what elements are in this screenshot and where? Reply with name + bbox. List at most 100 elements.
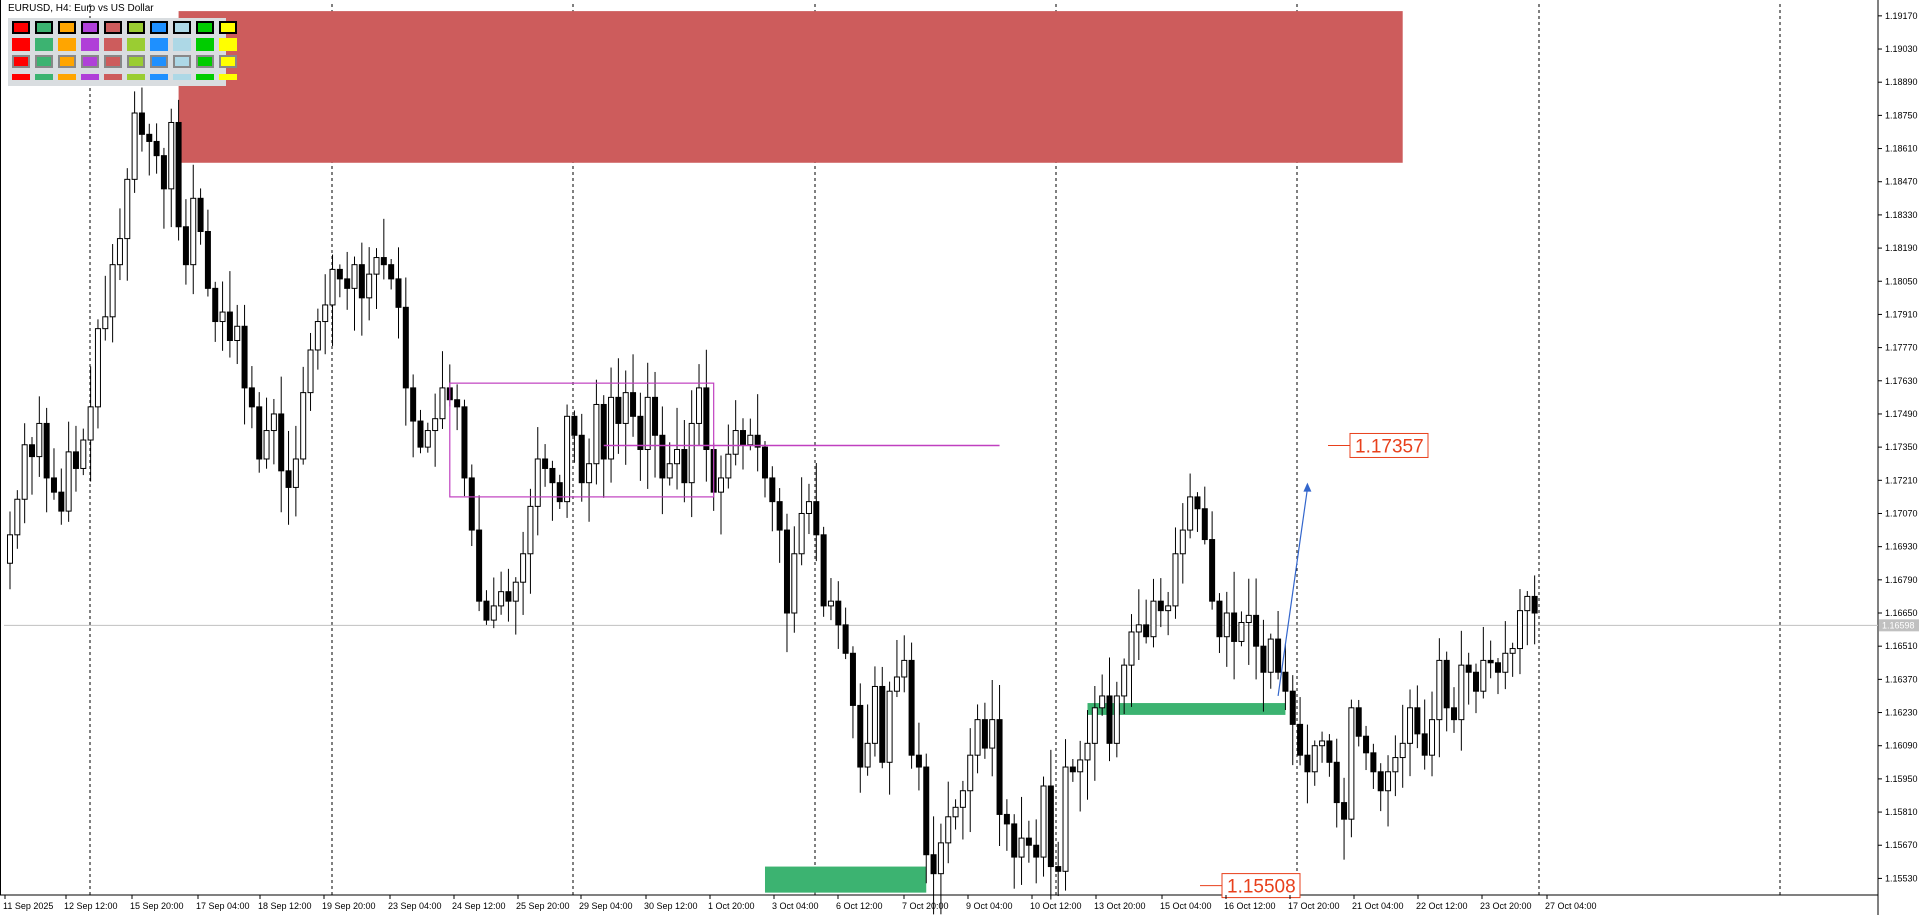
candle-body xyxy=(1187,496,1194,531)
candle-body xyxy=(586,463,593,484)
price-tick-label: 1.16790 xyxy=(1885,575,1918,585)
color-palette-panel[interactable] xyxy=(8,18,237,86)
palette-swatch[interactable] xyxy=(196,21,214,34)
palette-swatch[interactable] xyxy=(104,74,122,80)
palette-swatch[interactable] xyxy=(12,38,30,51)
projection-arrow-head xyxy=(1303,482,1312,492)
candle-body xyxy=(1018,837,1025,858)
palette-swatch[interactable] xyxy=(58,55,76,68)
candle-body xyxy=(1414,707,1421,735)
candle-body xyxy=(160,155,167,190)
price-tick-label: 1.16370 xyxy=(1885,674,1918,684)
palette-swatch[interactable] xyxy=(12,74,30,80)
price-tick-label: 1.17770 xyxy=(1885,343,1918,353)
palette-swatch[interactable] xyxy=(173,74,191,80)
price-axis[interactable]: 1.19170 1.19030 1.18890 1.18750 1.18610 1.184… xyxy=(1878,11,1919,884)
candle-body xyxy=(72,451,79,469)
candle-body xyxy=(754,434,761,448)
candle-body xyxy=(776,501,783,531)
time-axis[interactable]: 11 Sep 2025 12 Sep 12:00 15 Sep 20:00 17 Se… xyxy=(3,895,1597,911)
palette-row-4[interactable] xyxy=(12,74,237,80)
price-tick-label: 1.18890 xyxy=(1885,77,1918,87)
candle-body xyxy=(1436,659,1443,721)
candle-body xyxy=(974,719,981,756)
palette-swatch[interactable] xyxy=(58,74,76,80)
candle-body xyxy=(1099,695,1106,709)
candle-body xyxy=(248,387,255,408)
consolidation-box xyxy=(449,382,715,498)
palette-row-3[interactable] xyxy=(12,55,237,68)
candle-body xyxy=(1370,752,1377,773)
palette-swatch[interactable] xyxy=(35,21,53,34)
candle-body xyxy=(908,659,915,756)
price-tick-label: 1.19170 xyxy=(1885,11,1918,21)
candle-body xyxy=(1069,766,1076,773)
price-tick-label: 1.15950 xyxy=(1885,774,1918,784)
palette-swatch[interactable] xyxy=(35,38,53,51)
palette-swatch[interactable] xyxy=(150,74,168,80)
palette-swatch[interactable] xyxy=(104,55,122,68)
palette-swatch[interactable] xyxy=(35,55,53,68)
candle-body xyxy=(307,349,314,394)
palette-swatch[interactable] xyxy=(81,55,99,68)
candle-body xyxy=(1421,733,1428,756)
palette-swatch[interactable] xyxy=(35,74,53,80)
palette-swatch[interactable] xyxy=(219,21,237,34)
support-zone-low xyxy=(764,866,927,893)
palette-swatch[interactable] xyxy=(127,55,145,68)
candle-body xyxy=(278,413,285,472)
candle-body xyxy=(1399,742,1406,759)
candle-body xyxy=(652,396,659,436)
palette-row-2[interactable] xyxy=(12,38,237,51)
candle-body xyxy=(498,591,505,607)
price-tick-label: 1.15530 xyxy=(1885,873,1918,883)
candle-body xyxy=(600,403,607,460)
candle-body xyxy=(212,287,219,323)
palette-swatch[interactable] xyxy=(12,55,30,68)
palette-swatch[interactable] xyxy=(196,38,214,51)
palette-swatch[interactable] xyxy=(150,38,168,51)
candle-body xyxy=(901,659,908,678)
palette-swatch[interactable] xyxy=(104,21,122,34)
palette-swatch[interactable] xyxy=(127,21,145,34)
palette-swatch[interactable] xyxy=(196,55,214,68)
palette-swatch[interactable] xyxy=(127,38,145,51)
palette-swatch[interactable] xyxy=(173,38,191,51)
candle-body xyxy=(1494,662,1501,673)
candle-body xyxy=(1201,508,1208,541)
palette-swatch[interactable] xyxy=(127,74,145,80)
palette-swatch[interactable] xyxy=(219,74,237,80)
palette-swatch[interactable] xyxy=(150,55,168,68)
palette-swatch[interactable] xyxy=(219,38,237,51)
palette-swatch[interactable] xyxy=(196,74,214,80)
candle-body xyxy=(1260,645,1267,673)
palette-row-1[interactable] xyxy=(12,21,237,34)
candle-body xyxy=(432,418,439,432)
palette-swatch[interactable] xyxy=(104,38,122,51)
candle-body xyxy=(241,325,248,389)
palette-swatch[interactable] xyxy=(58,21,76,34)
candle-body xyxy=(893,676,900,692)
candle-body xyxy=(380,257,387,266)
palette-swatch[interactable] xyxy=(81,74,99,80)
palette-swatch[interactable] xyxy=(81,21,99,34)
candle-body xyxy=(124,178,131,240)
candle-body xyxy=(512,581,519,602)
candle-body xyxy=(1289,690,1296,725)
level-label-1: 1.17357 xyxy=(1355,436,1424,457)
palette-swatch[interactable] xyxy=(150,21,168,34)
candle-body xyxy=(725,453,732,479)
price-tick-label: 1.15810 xyxy=(1885,807,1918,817)
candle-body xyxy=(835,600,842,626)
candle-body xyxy=(402,306,409,389)
palette-swatch[interactable] xyxy=(81,38,99,51)
palette-swatch[interactable] xyxy=(58,38,76,51)
candle-body xyxy=(1267,638,1274,673)
candle-body xyxy=(1238,621,1245,642)
candle-body xyxy=(674,449,681,465)
palette-swatch[interactable] xyxy=(219,55,237,68)
palette-swatch[interactable] xyxy=(173,21,191,34)
palette-swatch[interactable] xyxy=(12,21,30,34)
palette-swatch[interactable] xyxy=(173,55,191,68)
